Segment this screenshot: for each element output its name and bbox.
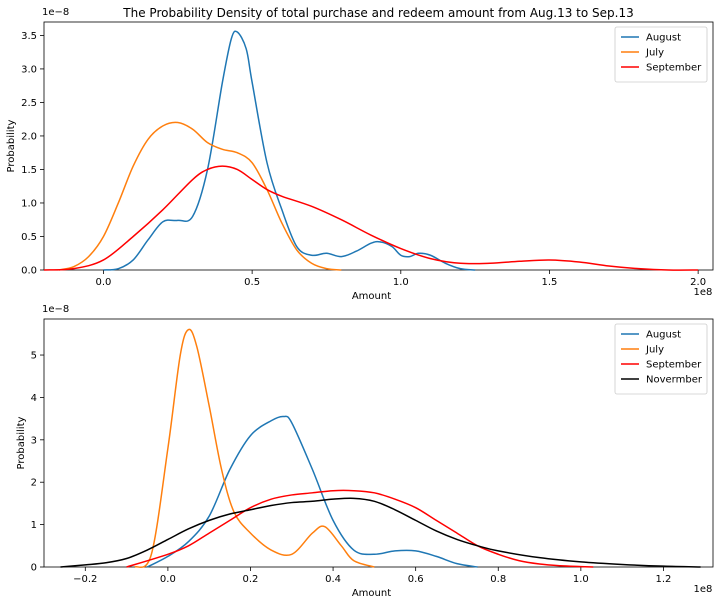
series-line-september [126,489,594,568]
y-tick-label: 3.0 [21,64,37,75]
series-line-august [103,30,476,271]
legend-entry: July [645,48,664,59]
x-tick-label: 1.0 [393,277,409,288]
series-line-novermber [60,497,701,568]
x-tick-label: 1.0 [573,574,589,585]
series-line-july [134,328,375,569]
plot-frame [43,21,714,271]
x-offset-label: 1e8 [694,584,713,595]
y-offset-label: 1e−8 [42,7,69,18]
series-line-july [58,121,342,271]
x-axis-label: Amount [352,291,391,302]
chart-title: The Probability Density of total purchas… [122,6,633,20]
x-tick-label: 0.5 [244,277,260,288]
legend-entry: August [646,330,681,341]
y-tick-label: 0.0 [21,266,37,277]
x-tick-label: 0.8 [490,574,506,585]
y-tick-label: 1.5 [21,165,37,176]
y-tick-label: 2.5 [21,98,37,109]
legend-box [614,26,708,83]
x-tick-label: 2.0 [690,277,706,288]
x-tick-label: 0.0 [160,574,176,585]
series-line-august [146,415,478,568]
x-tick-label: 1.2 [655,574,671,585]
x-offset-label: 1e8 [694,287,713,298]
legend-entry: July [645,345,664,356]
x-tick-label: 0.6 [408,574,424,585]
plot-frame [43,318,714,568]
x-tick-label: 0.2 [243,574,259,585]
y-tick-label: 0.5 [21,232,37,243]
legend-entry: September [646,63,702,74]
x-tick-label: 1.5 [542,277,558,288]
x-tick-label: −0.2 [73,574,97,585]
y-tick-label: 3.5 [21,31,37,42]
legend-entry: August [646,33,681,44]
x-axis-label: Amount [352,588,391,599]
y-axis-label: Probability [16,416,27,469]
y-tick-label: 4 [31,393,37,404]
y-tick-label: 1.0 [21,198,37,209]
y-offset-label: 1e−8 [42,304,69,315]
y-tick-label: 5 [31,351,37,362]
legend-entry: Novermber [646,375,703,386]
y-tick-label: 3 [31,435,37,446]
y-tick-label: 0 [31,563,37,574]
x-tick-label: 0.4 [325,574,341,585]
y-tick-label: 2 [31,478,37,489]
y-tick-label: 2.0 [21,131,37,142]
legend-entry: September [646,360,702,371]
y-axis-label: Probability [6,119,17,172]
legend-box [614,323,708,395]
y-tick-label: 1 [31,520,37,531]
series-line-september [43,165,699,271]
x-tick-label: 0.0 [96,277,112,288]
